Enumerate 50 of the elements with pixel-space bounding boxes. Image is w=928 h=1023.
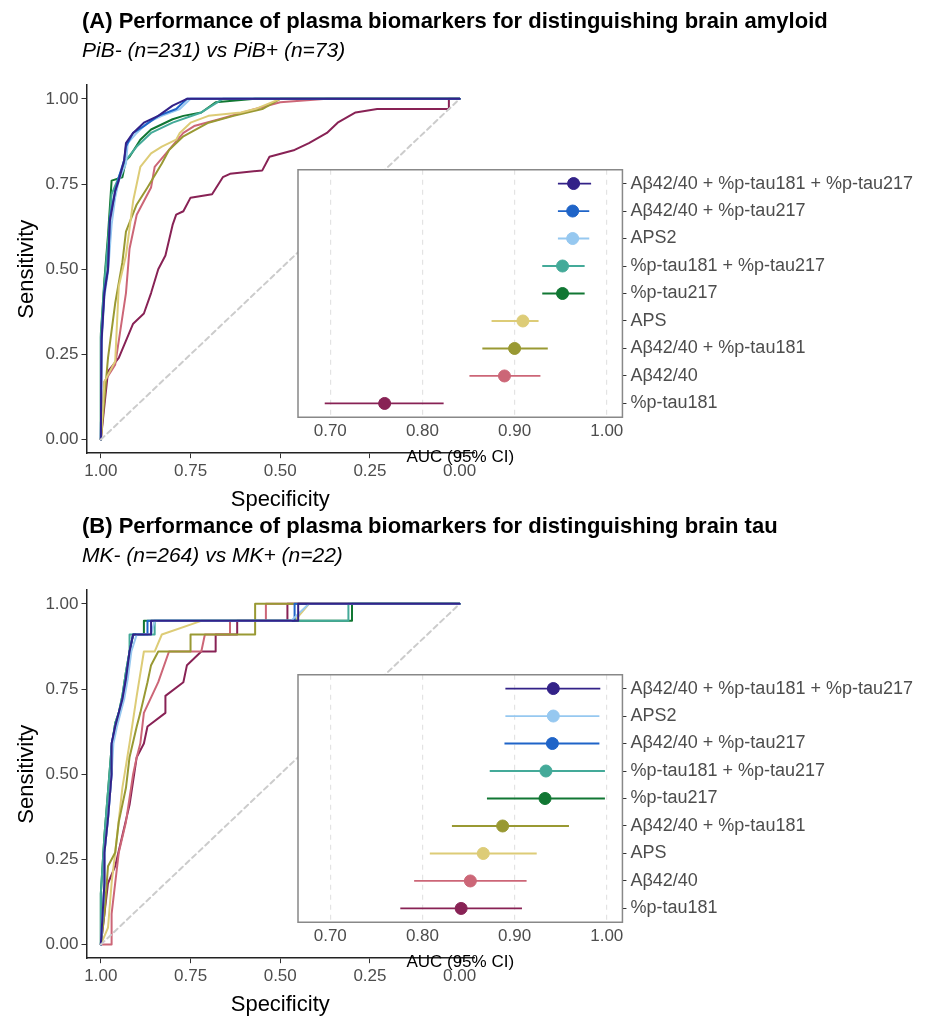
y-tick-label: APS2 <box>630 227 677 248</box>
y-tick-label: %p-tau181 + %p-tau217 <box>630 254 826 275</box>
x-tick-label: 0.25 <box>353 461 387 481</box>
x-axis-title: Specificity <box>230 990 330 1016</box>
y-tick-label: 0.75 <box>45 678 79 698</box>
x-tick-label: 1.00 <box>590 421 624 441</box>
y-tick-label: Aβ42/40 + %p-tau217 <box>630 732 806 753</box>
y-tick-label: Aβ42/40 + %p-tau181 + %p-tau217 <box>630 677 913 698</box>
x-tick-label: 0.90 <box>498 421 532 441</box>
x-tick-label: 0.70 <box>313 421 347 441</box>
x-tick-label: 0.75 <box>173 461 208 481</box>
y-tick-label: APS2 <box>630 705 677 725</box>
y-tick-label: %p-tau181 <box>630 897 718 918</box>
y-tick-label: 0.25 <box>45 849 79 869</box>
x-tick-label: 0.80 <box>405 421 439 441</box>
y-tick-label: %p-tau217 <box>630 787 718 808</box>
x-tick-label: 0.70 <box>313 926 347 946</box>
x-axis-title: Specificity <box>230 485 330 511</box>
x-tick-label: 0.50 <box>263 461 297 481</box>
y-tick-label: 1.00 <box>45 593 79 613</box>
x-tick-label: 0.25 <box>353 966 387 986</box>
y-tick-label: 1.00 <box>45 88 79 108</box>
y-tick-label: 0.75 <box>45 173 79 193</box>
y-tick-label: %p-tau181 <box>630 392 718 413</box>
y-tick-label: APS <box>630 309 667 330</box>
chart-subtitle: PiB- (n=231) vs PiB+ (n=73) <box>82 38 347 63</box>
x-tick-label: 1.00 <box>84 461 118 481</box>
y-tick-label: 0.50 <box>45 258 79 278</box>
y-tick-label: %p-tau217 <box>630 282 718 303</box>
x-tick-label: 0.50 <box>263 966 297 986</box>
y-tick-label: APS <box>630 842 667 863</box>
y-tick-label: 0.25 <box>45 344 79 364</box>
y-tick-label: %p-tau181 + %p-tau217 <box>630 759 826 780</box>
y-tick-label: Aβ42/40 + %p-tau181 <box>630 337 806 358</box>
x-tick-label: 0.80 <box>405 926 439 946</box>
chart-title: (A) Performance of plasma biomarkers for distinguishing brain amyloid <box>82 8 828 35</box>
x-tick-label: 0.90 <box>498 926 532 946</box>
y-tick-label: Aβ42/40 <box>630 364 698 385</box>
y-tick-label: Aβ42/40 + %p-tau181 <box>630 814 806 835</box>
chart-title: (B) Performance of plasma biomarkers for distinguishing brain tau <box>82 513 778 540</box>
x-tick-label: 1.00 <box>84 966 118 986</box>
y-tick-label: Aβ42/40 + %p-tau217 <box>630 200 806 220</box>
x-tick-label: 0.75 <box>173 966 208 986</box>
y-tick-label: Aβ42/40 <box>630 869 698 890</box>
y-tick-label: Aβ42/40 + %p-tau181 + %p-tau217 <box>630 172 913 193</box>
y-axis-title: Sensitivity <box>13 219 39 319</box>
y-axis-title: Sensitivity <box>13 724 39 824</box>
x-tick-label: 1.00 <box>590 926 624 946</box>
y-tick-label: 0.50 <box>45 763 79 783</box>
chart-subtitle: MK- (n=264) vs MK+ (n=22) <box>82 543 344 568</box>
